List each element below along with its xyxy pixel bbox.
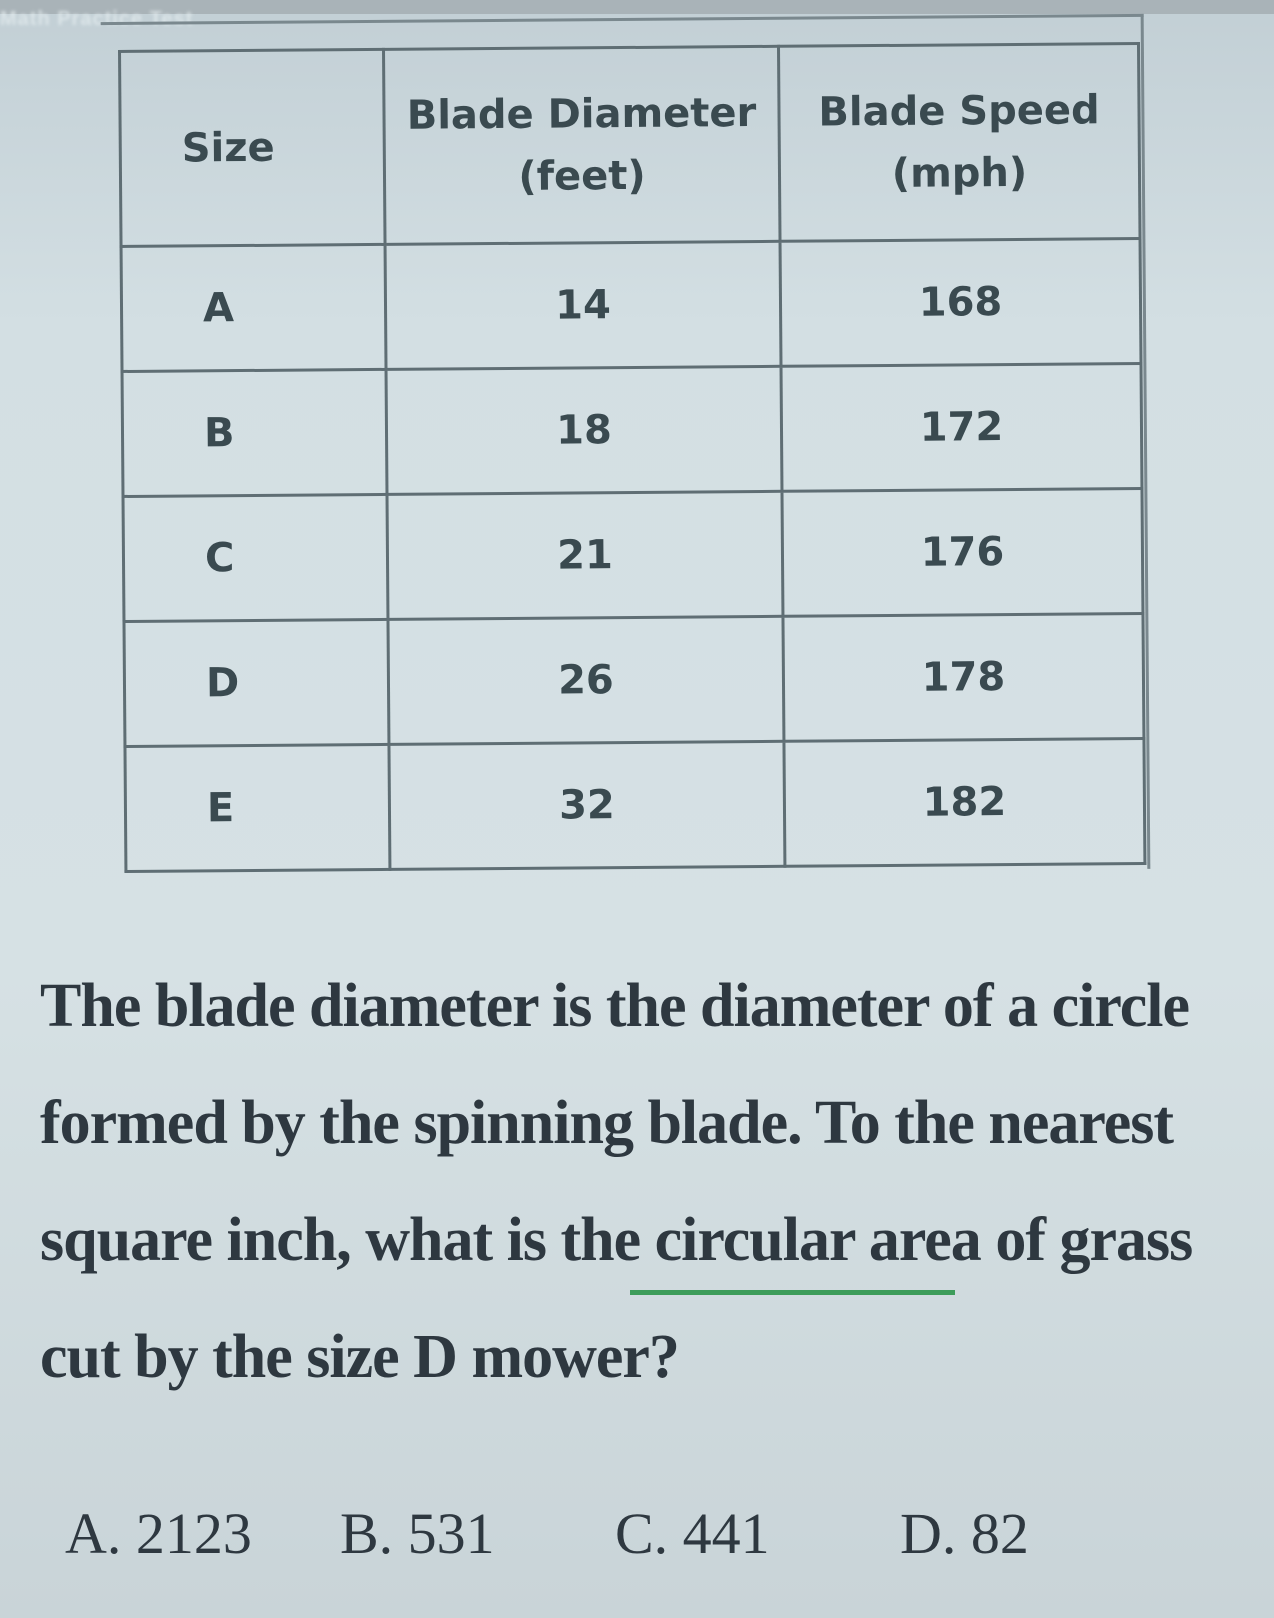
answer-a[interactable]: A. 2123: [65, 1501, 252, 1566]
green-underline: [630, 1290, 955, 1295]
cell-size: C: [123, 494, 388, 622]
question-line: The blade diameter is the diameter of a …: [40, 972, 1190, 1040]
question-line: cut by the size D mower?: [40, 1323, 680, 1391]
table-row: A 14 168: [121, 238, 1141, 372]
cell-speed: 178: [782, 613, 1144, 742]
table-row: B 18 172: [122, 363, 1142, 497]
cell-diameter: 21: [386, 491, 783, 620]
cell-diameter: 14: [385, 241, 782, 370]
cell-diameter: 32: [388, 741, 785, 870]
answer-c[interactable]: C. 441: [615, 1501, 770, 1566]
cell-speed: 176: [781, 488, 1143, 617]
cell-speed: 172: [781, 363, 1142, 492]
cell-size: E: [124, 744, 390, 872]
table-row: D 26 178: [123, 613, 1144, 747]
table-row: E 32 182: [124, 738, 1145, 872]
cell-size: D: [123, 619, 389, 747]
answer-b[interactable]: B. 531: [340, 1501, 495, 1566]
question-line: formed by the spinning blade. To the nea…: [40, 1089, 1174, 1157]
question-line: square inch, what is the circular area o…: [40, 1182, 1270, 1299]
question-text-part: of grass: [980, 1206, 1193, 1274]
cell-diameter: 26: [387, 616, 784, 745]
header-diameter: Blade Diameter (feet): [383, 46, 781, 245]
cell-speed: 182: [783, 738, 1145, 867]
page-top-edge: [0, 0, 1274, 14]
table-row: C 21 176: [123, 488, 1143, 622]
blade-table: Size Blade Diameter (feet) Blade Speed (…: [118, 42, 1146, 873]
cell-diameter: 18: [386, 366, 782, 495]
header-size: Size: [119, 49, 386, 247]
cell-size: A: [121, 244, 387, 372]
underlined-phrase: circular area: [654, 1206, 982, 1274]
question-text-part: square inch, what is the: [40, 1206, 655, 1274]
page-header: Math Practice Test: [0, 8, 194, 30]
question-text: The blade diameter is the diameter of a …: [40, 948, 1270, 1416]
table-header-row: Size Blade Diameter (feet) Blade Speed (…: [119, 43, 1141, 247]
header-speed: Blade Speed (mph): [778, 43, 1141, 242]
cell-speed: 168: [780, 238, 1141, 367]
cell-size: B: [122, 369, 387, 497]
answer-d[interactable]: D. 82: [900, 1501, 1029, 1566]
